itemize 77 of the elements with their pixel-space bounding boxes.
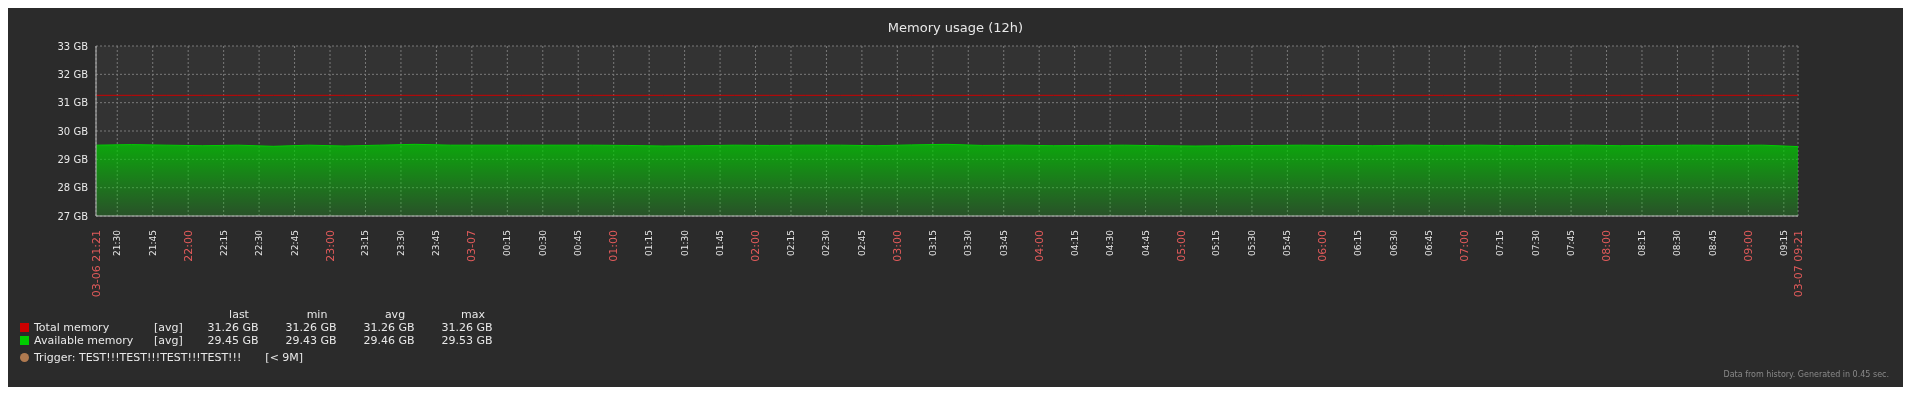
x-tick-label: 00:15	[502, 230, 513, 256]
x-tick-label: 06:30	[1388, 229, 1399, 256]
text: 29.43 GB	[284, 334, 338, 347]
x-tick-label: 23:15	[360, 230, 371, 256]
x-tick-label: 01:00	[607, 230, 621, 262]
y-tick-label: 31 GB	[57, 97, 89, 109]
text: [avg]	[154, 321, 184, 334]
x-tick-label: 22:00	[181, 230, 195, 262]
x-tick-label: 04:30	[1105, 229, 1116, 256]
x-tick-label: 21:30	[112, 229, 123, 256]
x-tick-label: 03:00	[890, 230, 904, 262]
x-tick-label: 07:15	[1495, 230, 1506, 256]
text: [< 9M]	[265, 351, 304, 364]
x-tick-label: 04:00	[1032, 230, 1046, 262]
text: min	[305, 308, 329, 321]
text: 31.26 GB	[362, 321, 416, 334]
x-tick-label: 09:15	[1778, 230, 1789, 256]
x-tick-label: 00:45	[573, 230, 584, 256]
x-tick-label: 22:30	[254, 229, 265, 256]
x-tick-label: 08:30	[1672, 229, 1683, 256]
y-tick-label: 32 GB	[57, 68, 89, 80]
x-tick-label: 06:45	[1424, 230, 1435, 256]
x-tick-label: 08:15	[1636, 230, 1647, 256]
x-tick-label: 02:15	[785, 230, 796, 256]
x-tick-label: 05:15	[1211, 230, 1222, 256]
x-tick-label: 04:45	[1140, 230, 1151, 256]
x-tick-label: 07:45	[1566, 230, 1577, 256]
x-tick-label: 05:30	[1246, 229, 1257, 256]
x-tick-label: 03-07 09:21	[1791, 230, 1805, 298]
x-tick-label: 08:45	[1707, 230, 1718, 256]
x-tick-label: 08:00	[1600, 230, 1614, 262]
text: 29.45 GB	[206, 334, 260, 347]
text: 31.26 GB	[440, 321, 494, 334]
text: 31.26 GB	[284, 321, 338, 334]
x-tick-label: 23:30	[395, 229, 406, 256]
x-tick-label: 02:45	[856, 230, 867, 256]
x-tick-label: 03:45	[998, 230, 1009, 256]
text: Trigger: TEST!!!TEST!!!TEST!!!TEST!!!	[34, 351, 242, 364]
x-tick-label: 02:30	[821, 229, 832, 256]
y-tick-label: 28 GB	[57, 182, 89, 194]
text: [avg]	[154, 334, 184, 347]
x-tick-label: 00:30	[537, 229, 548, 256]
x-tick-label: 07:30	[1530, 229, 1541, 256]
text: 29.53 GB	[440, 334, 494, 347]
text: 29.46 GB	[362, 334, 416, 347]
x-tick-label: 07:00	[1458, 230, 1472, 262]
legend-label: Available memory	[34, 334, 135, 347]
legend-label: Total memory	[34, 321, 111, 334]
x-tick-label: 04:15	[1069, 230, 1080, 256]
text: max	[460, 308, 486, 321]
x-tick-label: 03:30	[963, 229, 974, 256]
x-tick-label: 06:00	[1316, 230, 1330, 262]
x-tick-label: 23:45	[431, 230, 442, 256]
text: Data from history. Generated in 0.45 sec.	[1723, 370, 1889, 379]
x-tick-label: 02:00	[749, 230, 763, 262]
x-tick-label: 05:45	[1282, 230, 1293, 256]
x-tick-label: 22:15	[218, 230, 229, 256]
x-tick-label: 22:45	[289, 230, 300, 256]
y-tick-label: 33 GB	[57, 40, 89, 52]
chart-title: Memory usage (12h)	[886, 20, 1025, 35]
text: 31.26 GB	[206, 321, 260, 334]
x-tick-label: 05:00	[1174, 230, 1188, 262]
x-tick-label: 03-06 21:21	[89, 230, 103, 298]
x-tick-label: 09:00	[1741, 230, 1755, 262]
x-tick-label: 03:15	[927, 230, 938, 256]
text: last	[228, 308, 250, 321]
x-tick-label: 06:15	[1353, 230, 1364, 256]
y-tick-label: 30 GB	[57, 125, 89, 137]
text: avg	[383, 308, 407, 321]
y-tick-label: 27 GB	[57, 210, 89, 222]
x-tick-label: 01:30	[679, 229, 690, 256]
x-tick-label: 03-07	[465, 230, 479, 262]
x-tick-label: 01:45	[715, 230, 726, 256]
x-tick-label: 21:45	[147, 230, 158, 256]
x-tick-label: 01:15	[644, 230, 655, 256]
y-tick-label: 29 GB	[57, 153, 89, 165]
x-tick-label: 23:00	[323, 230, 337, 262]
